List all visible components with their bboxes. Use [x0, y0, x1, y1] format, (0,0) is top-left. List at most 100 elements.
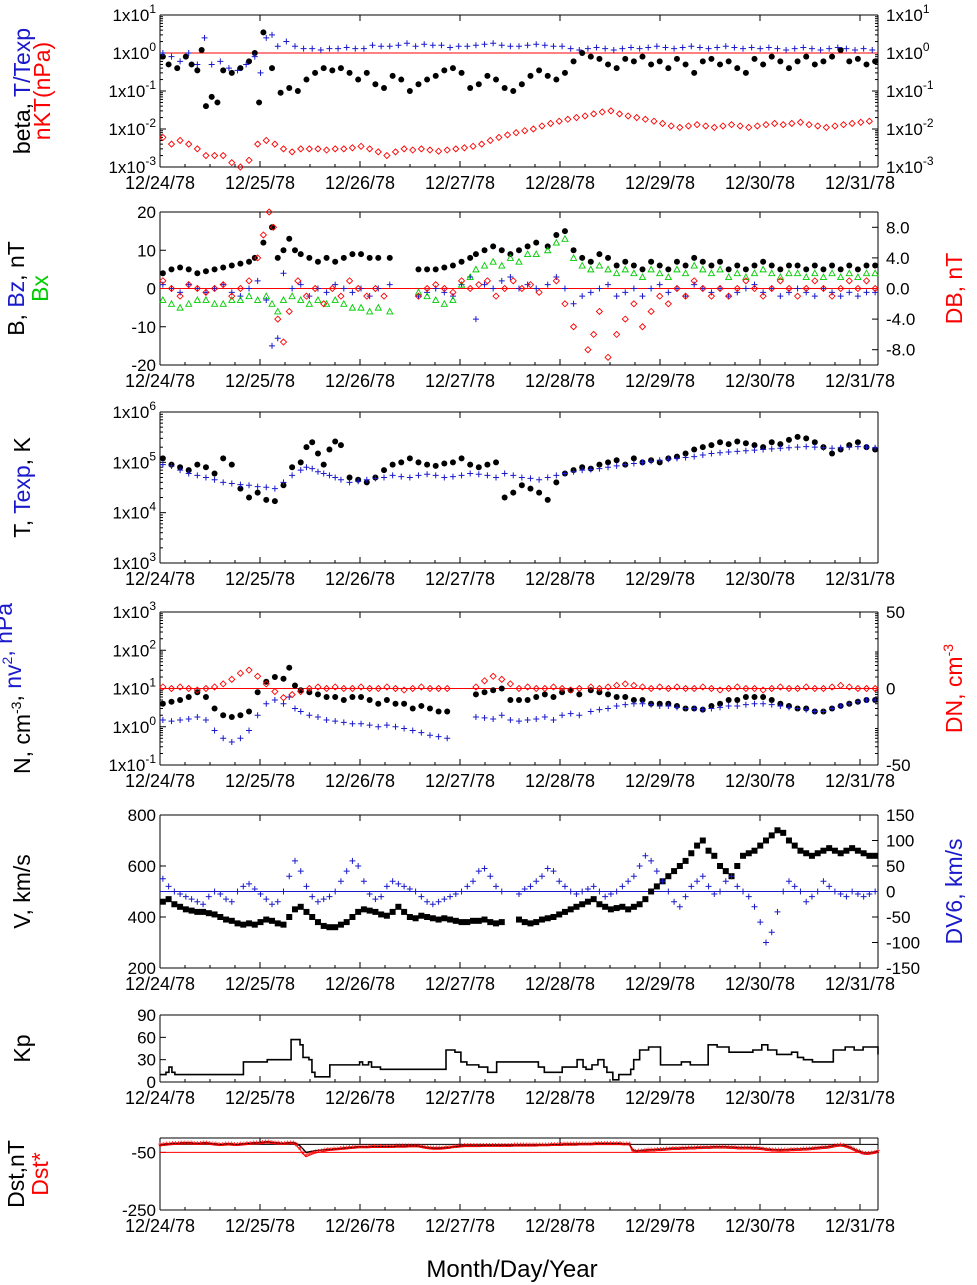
- square-point: [538, 916, 545, 923]
- plus-point: [475, 471, 482, 478]
- dst-star-point: *: [649, 1146, 654, 1158]
- dst-star-point: *: [351, 1143, 356, 1155]
- dot-point: [228, 461, 235, 468]
- panel-p2: 12/24/78 12/25/78 12/26/78 12/27/78 12/28/78…: [3, 203, 967, 391]
- triangle-point: [828, 269, 836, 277]
- square-point: [556, 911, 563, 918]
- dot-point: [174, 65, 181, 72]
- diamond-point: [371, 284, 380, 293]
- plus-point: [831, 888, 838, 895]
- plus-point: [556, 878, 563, 885]
- plus-point: [760, 446, 767, 453]
- dot-point: [475, 464, 482, 471]
- panel-p7: 12/24/78 12/25/78 12/26/78 12/27/78 12/28/78…: [3, 1137, 895, 1236]
- plus-point: [613, 462, 620, 469]
- dst-star-point: *: [254, 1139, 259, 1151]
- dot-point: [803, 435, 810, 442]
- plus-point: [516, 718, 522, 725]
- diamond-point: [607, 107, 615, 115]
- diamond-point: [569, 323, 578, 331]
- y-tick-label: -250: [122, 1201, 156, 1220]
- dot-point: [751, 693, 758, 700]
- plus-point: [406, 474, 413, 481]
- dot-point: [777, 441, 784, 448]
- plus-point: [438, 42, 445, 49]
- plus-point: [854, 443, 861, 450]
- plus-point: [291, 857, 298, 864]
- triangle-point: [604, 265, 612, 273]
- dot-point: [294, 88, 301, 94]
- diamond-point: [819, 684, 828, 693]
- plus-point: [550, 868, 557, 875]
- diamond-point: [159, 133, 167, 142]
- dot-point: [725, 441, 732, 448]
- triangle-point: [457, 280, 466, 288]
- dot-point: [472, 251, 479, 258]
- dst-star-point: *: [807, 1145, 812, 1157]
- dot-point: [406, 88, 413, 94]
- plus-point: [803, 898, 810, 905]
- diamond-point: [805, 121, 813, 129]
- plus-point: [297, 281, 304, 288]
- plus-point: [429, 42, 436, 49]
- triangle-point: [647, 265, 655, 273]
- diamond-point: [796, 118, 805, 126]
- plus-point: [360, 45, 367, 52]
- plus-point: [648, 285, 655, 292]
- x-tick-label: 12/24/78: [125, 371, 195, 391]
- plus-point: [254, 483, 261, 490]
- x-axis-title: Month/Day/Year: [426, 1256, 597, 1283]
- dot-point: [211, 705, 218, 712]
- square-point: [797, 847, 804, 854]
- plus-point: [745, 893, 752, 900]
- diamond-point: [302, 292, 311, 300]
- dot-point: [409, 705, 416, 712]
- diamond-point: [785, 284, 793, 293]
- dot-point: [332, 258, 339, 265]
- square-point: [217, 914, 224, 920]
- plus-point: [837, 891, 844, 898]
- plus-point: [630, 700, 637, 707]
- dst-star-point: *: [323, 1146, 328, 1158]
- triangle-point: [159, 296, 167, 303]
- plus-point: [337, 476, 344, 483]
- dot-point: [498, 685, 505, 692]
- dot-point: [246, 708, 253, 715]
- dot-point: [481, 689, 488, 696]
- y-tick-label: 1x10-3: [108, 154, 156, 177]
- square-point: [412, 915, 419, 922]
- dot-point: [785, 262, 792, 269]
- dot-point: [194, 67, 201, 74]
- plus-point: [177, 467, 184, 474]
- dst-star-point: *: [416, 1142, 421, 1154]
- plus-point: [225, 65, 232, 72]
- dot-point: [553, 231, 560, 238]
- dot-point: [424, 266, 431, 273]
- plus-point: [326, 893, 333, 900]
- plus-point: [639, 293, 646, 300]
- plus-point: [171, 888, 178, 895]
- diamond-point: [366, 684, 374, 693]
- plus-point: [803, 706, 810, 713]
- dst-star-point: *: [724, 1143, 729, 1155]
- dst-star-point: *: [655, 1146, 660, 1158]
- x-tick-label: 12/25/78: [225, 1216, 295, 1236]
- plus-point: [521, 885, 528, 892]
- plus-point: [751, 447, 758, 454]
- diamond-point: [285, 307, 293, 316]
- diamond-point: [523, 683, 532, 691]
- diamond-point: [254, 672, 262, 680]
- diamond-point: [572, 113, 581, 122]
- x-tick-label: 12/24/78: [125, 173, 195, 193]
- plus-point: [271, 485, 278, 492]
- dst-star-point: *: [397, 1142, 402, 1154]
- plus-point: [559, 712, 566, 719]
- plus-point: [699, 451, 706, 458]
- plus-point: [389, 878, 396, 885]
- diamond-point: [518, 284, 526, 293]
- triangle-point: [506, 253, 515, 261]
- plus-point: [274, 335, 281, 342]
- dst-star-point: *: [447, 1143, 452, 1155]
- square-point: [481, 916, 488, 923]
- dst-star-point: *: [720, 1143, 725, 1155]
